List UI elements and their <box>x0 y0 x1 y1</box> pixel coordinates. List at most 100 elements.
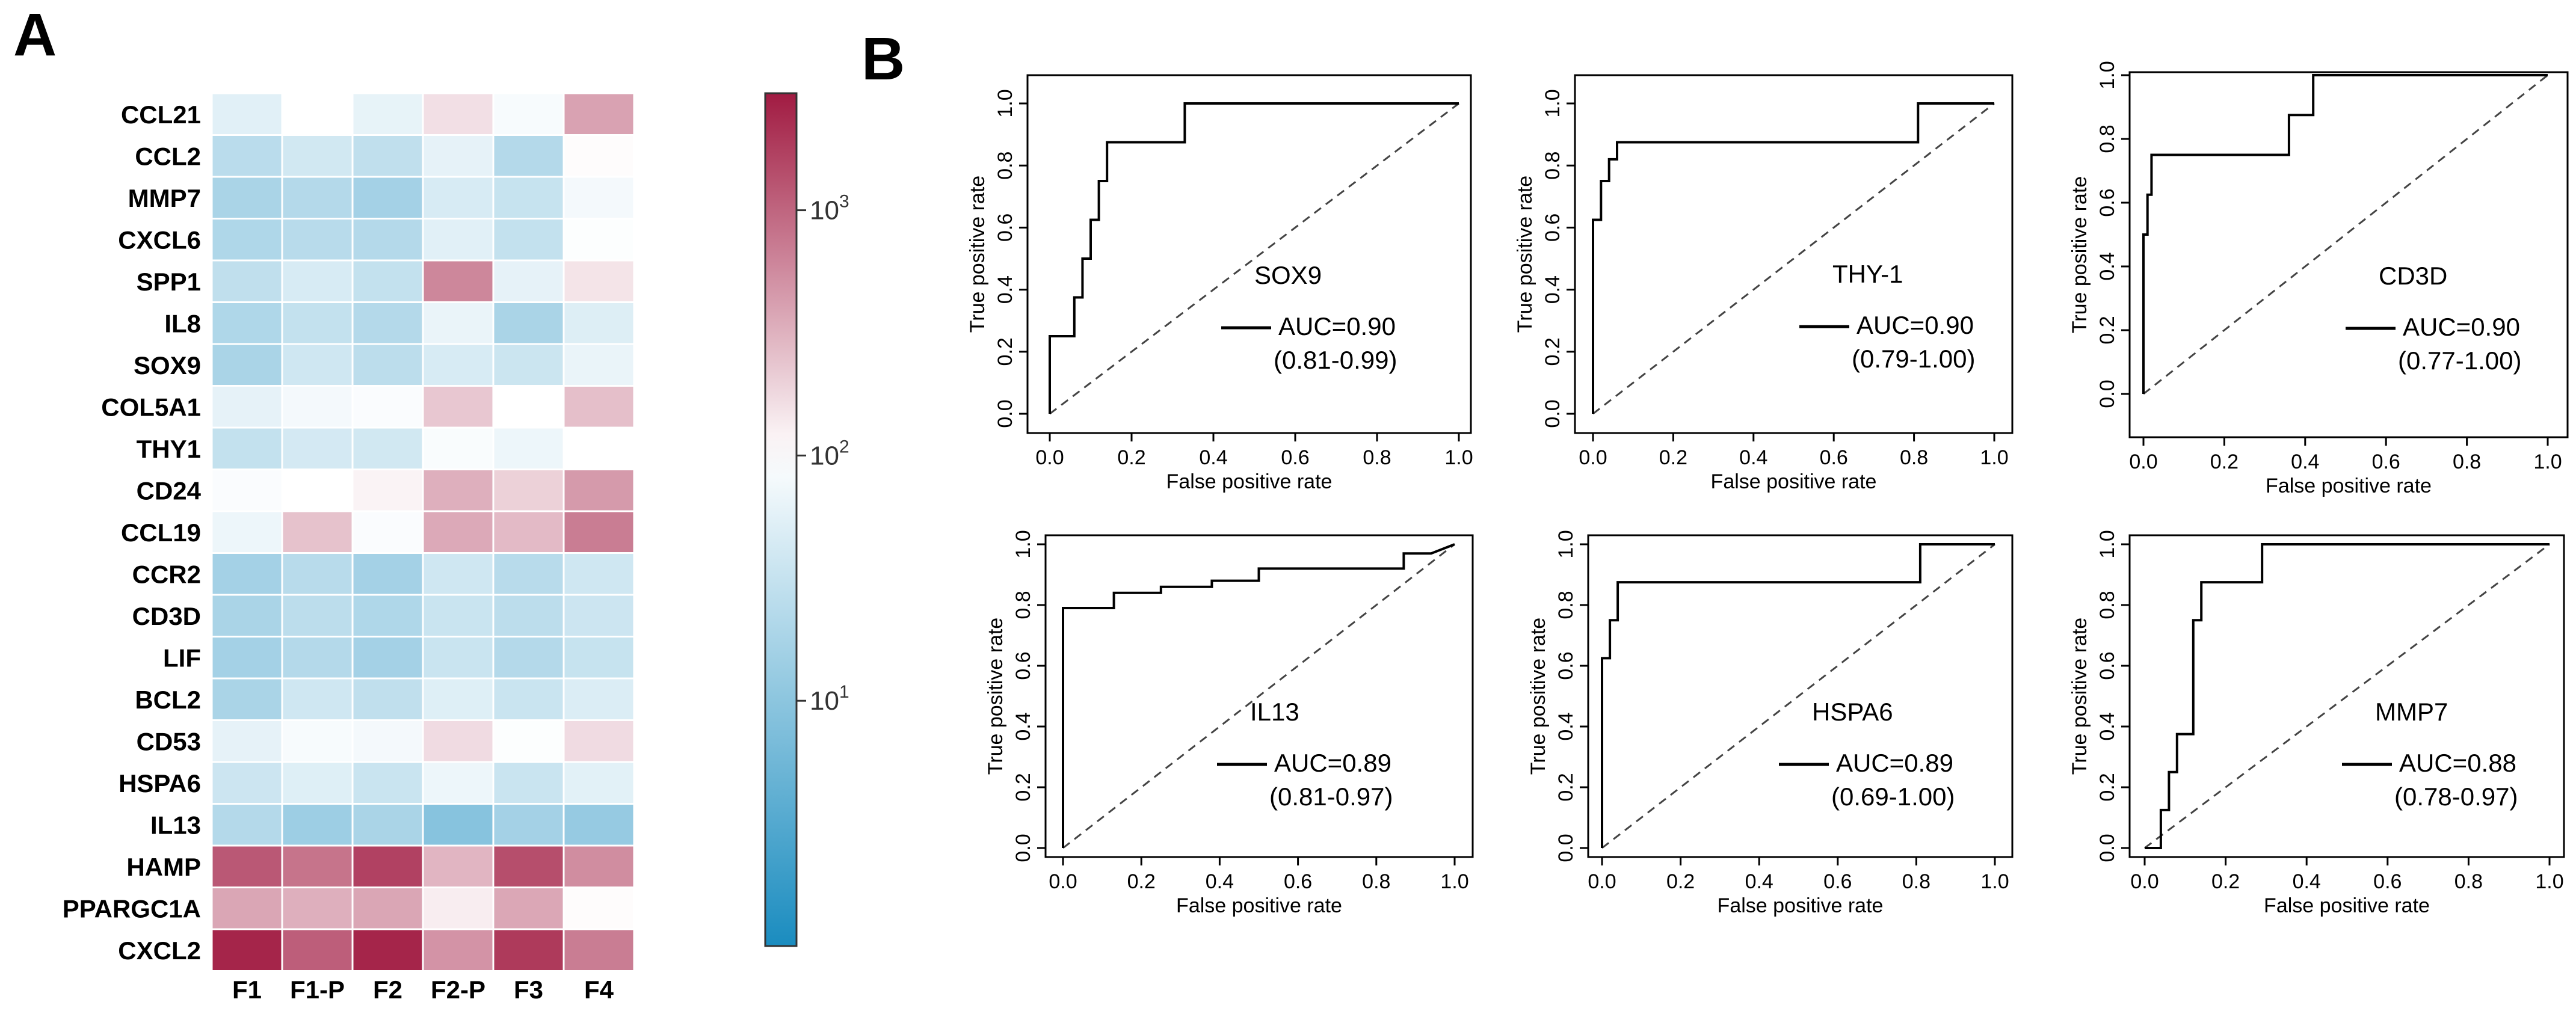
x-tick-label: 0.2 <box>1659 446 1687 469</box>
y-tick-label: 1.0 <box>1541 89 1564 117</box>
x-tick-label: 0.4 <box>2293 870 2321 893</box>
heatmap-cell <box>492 594 565 638</box>
heatmap-cell <box>422 719 495 763</box>
roc-panel: 0.0 0.0 0.2 0.2 0.4 0.4 0.6 0.6 0.8 0.8 1.0 1.0 Fals… <box>1514 74 2014 493</box>
heatmap-cell <box>281 510 354 554</box>
heatmap-row-label: BCL2 <box>135 686 201 714</box>
heatmap-row-label: IL8 <box>164 309 201 337</box>
roc-curve <box>1049 102 1459 414</box>
heatmap-cell <box>211 301 283 345</box>
heatmap-cell <box>211 218 283 262</box>
heatmap-cell <box>281 761 354 805</box>
roc-panel: 0.0 0.0 0.2 0.2 0.4 0.4 0.6 0.6 0.8 0.8 1.0 1.0 Fals… <box>1527 530 2014 917</box>
heatmap-cell <box>562 385 635 429</box>
roc-curve <box>2142 74 2548 394</box>
x-tick-label: 0.8 <box>1362 870 1390 893</box>
y-axis-label: True positive rate <box>1527 618 1550 775</box>
x-tick-label: 0.8 <box>2454 870 2483 893</box>
roc-gene-label: MMP7 <box>2375 698 2448 726</box>
x-tick-label: 1.0 <box>2535 870 2563 893</box>
roc-diagonal <box>1601 543 1995 849</box>
x-tick-label: 0.0 <box>1049 870 1077 893</box>
roc-diagonal <box>1592 102 1995 415</box>
y-tick-label: 0.8 <box>994 152 1017 180</box>
x-tick-label: 0.8 <box>1363 446 1391 469</box>
heatmap-cell <box>351 761 424 805</box>
heatmap-cell <box>211 426 283 470</box>
heatmap-cell <box>492 385 565 429</box>
heatmap-cell <box>211 510 283 554</box>
y-tick-label: 0.8 <box>1541 152 1564 180</box>
roc-frame <box>1044 534 1474 858</box>
y-tick-label: 0.6 <box>994 214 1017 242</box>
heatmap-column-label: F1-P <box>290 976 345 1004</box>
x-tick-label: 0.6 <box>1284 870 1312 893</box>
heatmap-cell <box>211 677 283 721</box>
roc-diagonal <box>2144 543 2550 849</box>
heatmap-cell <box>492 176 565 220</box>
heatmap-cell <box>211 134 283 178</box>
panel-label-a: A <box>13 1 57 69</box>
heatmap-cell <box>562 677 635 721</box>
heatmap-column-label: F2 <box>373 976 402 1004</box>
heatmap-cell <box>422 636 495 680</box>
y-tick-label: 0.2 <box>1012 773 1035 801</box>
y-tick-label: 0.2 <box>1541 337 1564 366</box>
heatmap-row-label: CXCL2 <box>118 936 201 965</box>
heatmap-cell <box>351 343 424 387</box>
heatmap-cell <box>492 803 565 847</box>
heatmap-cell <box>281 301 354 345</box>
y-tick-label: 1.0 <box>2096 530 2119 558</box>
y-tick-label: 0.4 <box>2096 712 2119 740</box>
heatmap-cell <box>492 636 565 680</box>
heatmap: CCL21 CCL2 MMP7 CXCL6 SPP1 IL8 SOX9 COL5A1 THY1 C… <box>63 92 635 1004</box>
heatmap-cell <box>492 259 565 303</box>
heatmap-row-label: SPP1 <box>137 268 201 296</box>
heatmap-cell <box>211 259 283 303</box>
heatmap-cell <box>422 343 495 387</box>
heatmap-cell <box>211 886 283 930</box>
heatmap-cell <box>562 92 635 136</box>
y-tick-label: 0.0 <box>1541 399 1564 428</box>
x-tick-label: 0.2 <box>1666 870 1695 893</box>
heatmap-cell <box>281 259 354 303</box>
panel-label-b: B <box>861 25 905 93</box>
x-tick-label: 0.0 <box>2130 870 2158 893</box>
heatmap-row-label: PPARGC1A <box>63 894 201 923</box>
heatmap-row-label: HAMP <box>126 853 201 881</box>
roc-auc-label: AUC=0.89 <box>1274 749 1391 777</box>
heatmap-row-label: THY1 <box>137 435 201 463</box>
heatmap-column-label: F3 <box>514 976 543 1004</box>
heatmap-row-label: CD24 <box>137 476 202 505</box>
y-tick-label: 0.4 <box>994 275 1017 304</box>
roc-curve <box>1592 102 1994 414</box>
heatmap-cell <box>562 803 635 847</box>
heatmap-cell <box>562 134 635 178</box>
heatmap-cell <box>422 469 495 512</box>
heatmap-cell <box>281 385 354 429</box>
roc-frame <box>2128 71 2569 438</box>
heatmap-cell <box>351 510 424 554</box>
heatmap-cell <box>211 803 283 847</box>
heatmap-row-label: IL13 <box>150 811 201 839</box>
roc-auc-label: AUC=0.90 <box>1278 312 1396 340</box>
x-tick-label: 0.0 <box>1588 870 1616 893</box>
x-tick-label: 0.8 <box>2453 450 2481 473</box>
heatmap-row-label: CCL2 <box>135 142 201 170</box>
heatmap-cell <box>422 134 495 178</box>
roc-ci-label: (0.78-0.97) <box>2394 782 2518 811</box>
heatmap-cell <box>562 469 635 512</box>
y-tick-label: 0.4 <box>1012 712 1035 740</box>
heatmap-cell <box>351 928 424 972</box>
heatmap-cell <box>492 886 565 930</box>
colorbar: 101 102 103 <box>764 92 849 947</box>
heatmap-cell <box>281 803 354 847</box>
heatmap-cell <box>351 385 424 429</box>
heatmap-cell <box>351 719 424 763</box>
x-axis-label: False positive rate <box>1711 470 1877 493</box>
heatmap-cell <box>562 176 635 220</box>
roc-gene-label: HSPA6 <box>1812 698 1893 726</box>
y-tick-label: 1.0 <box>994 89 1017 117</box>
roc-panel: 0.0 0.0 0.2 0.2 0.4 0.4 0.6 0.6 0.8 0.8 1.0 1.0 Fals… <box>2068 530 2565 917</box>
